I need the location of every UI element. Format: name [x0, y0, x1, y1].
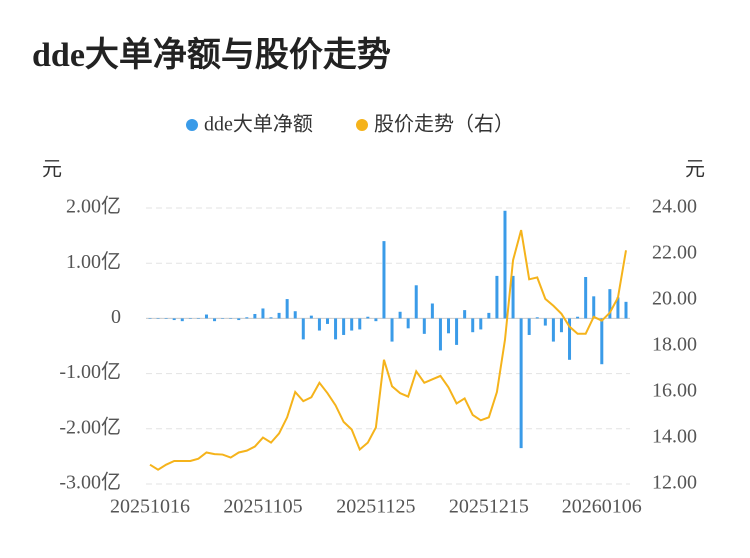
- bar: [213, 318, 217, 322]
- bar: [237, 318, 241, 321]
- bar: [447, 318, 451, 334]
- chart-title: dde大单净额与股价走势: [32, 36, 391, 74]
- bar: [156, 318, 160, 319]
- legend-label: dde大单净额: [204, 113, 313, 136]
- bar: [463, 310, 467, 319]
- bar: [253, 313, 257, 319]
- bar: [301, 318, 305, 340]
- y-tick-label: 0: [111, 306, 121, 328]
- bar: [325, 318, 329, 324]
- bar: [285, 299, 289, 319]
- bar: [334, 318, 338, 340]
- bar: [551, 318, 555, 342]
- bar: [568, 318, 572, 360]
- legend-marker: [356, 119, 368, 131]
- bar: [164, 318, 168, 319]
- bar: [543, 318, 547, 326]
- y-tick-label: 2.00亿: [66, 195, 121, 218]
- bar: [390, 318, 394, 342]
- bar: [342, 318, 346, 335]
- bar: [414, 285, 418, 319]
- bar: [479, 318, 483, 330]
- bar: [221, 318, 225, 319]
- bar: [455, 318, 459, 345]
- bar: [229, 318, 233, 319]
- legend-label: 股价走势（右）: [374, 113, 514, 136]
- bar: [382, 241, 386, 319]
- bar: [584, 277, 588, 319]
- bar: [398, 311, 402, 319]
- bar: [261, 308, 265, 319]
- bar: [559, 318, 563, 333]
- bar: [196, 318, 200, 319]
- bar: [495, 275, 499, 319]
- y-tick-label: -2.00亿: [59, 415, 121, 438]
- bar: [309, 315, 313, 319]
- bar: [471, 318, 475, 333]
- bar: [245, 317, 249, 319]
- y2-tick-label: 12.00: [652, 472, 697, 494]
- bar: [519, 318, 523, 449]
- bar: [204, 314, 208, 319]
- price-line: [149, 229, 627, 471]
- bar: [592, 296, 596, 319]
- bar: [600, 318, 604, 365]
- bar: [374, 318, 378, 322]
- bar: [277, 312, 281, 319]
- bar: [366, 316, 370, 319]
- bar: [269, 317, 273, 319]
- x-tick-label: 20251016: [110, 496, 190, 518]
- y2-tick-label: 22.00: [652, 242, 697, 264]
- bar: [616, 297, 620, 319]
- bar: [503, 210, 507, 319]
- x-tick-label: 20251125: [336, 496, 415, 518]
- y2-tick-label: 18.00: [652, 334, 697, 356]
- bar: [511, 275, 515, 319]
- bar: [180, 318, 184, 322]
- x-tick-label: 20251215: [449, 496, 529, 518]
- x-tick-label: 20251105: [223, 496, 302, 518]
- bar: [608, 289, 612, 319]
- bar: [172, 318, 176, 321]
- bar: [422, 318, 426, 334]
- bar: [148, 318, 152, 319]
- bar: [430, 303, 434, 319]
- y-tick-label: 1.00亿: [66, 250, 121, 273]
- y2-tick-label: 20.00: [652, 288, 697, 310]
- bar: [293, 311, 297, 319]
- bar: [487, 312, 491, 319]
- y2-axis-unit: 元: [685, 159, 705, 181]
- legend-marker: [186, 119, 198, 131]
- y2-tick-label: 14.00: [652, 426, 697, 448]
- y2-tick-label: 24.00: [652, 196, 697, 218]
- bar: [535, 317, 539, 319]
- bar: [406, 318, 410, 329]
- x-tick-label: 20260106: [562, 496, 642, 518]
- bar: [527, 318, 531, 335]
- bar: [624, 301, 628, 319]
- bar: [358, 318, 362, 330]
- y-tick-label: -3.00亿: [59, 471, 121, 494]
- bar: [350, 318, 354, 331]
- bar: [317, 318, 321, 331]
- bar: [188, 318, 192, 319]
- y-axis-unit: 元: [42, 159, 62, 181]
- y-tick-label: -1.00亿: [59, 360, 121, 383]
- bar: [576, 316, 580, 319]
- y2-tick-label: 16.00: [652, 380, 697, 402]
- bar: [438, 318, 442, 351]
